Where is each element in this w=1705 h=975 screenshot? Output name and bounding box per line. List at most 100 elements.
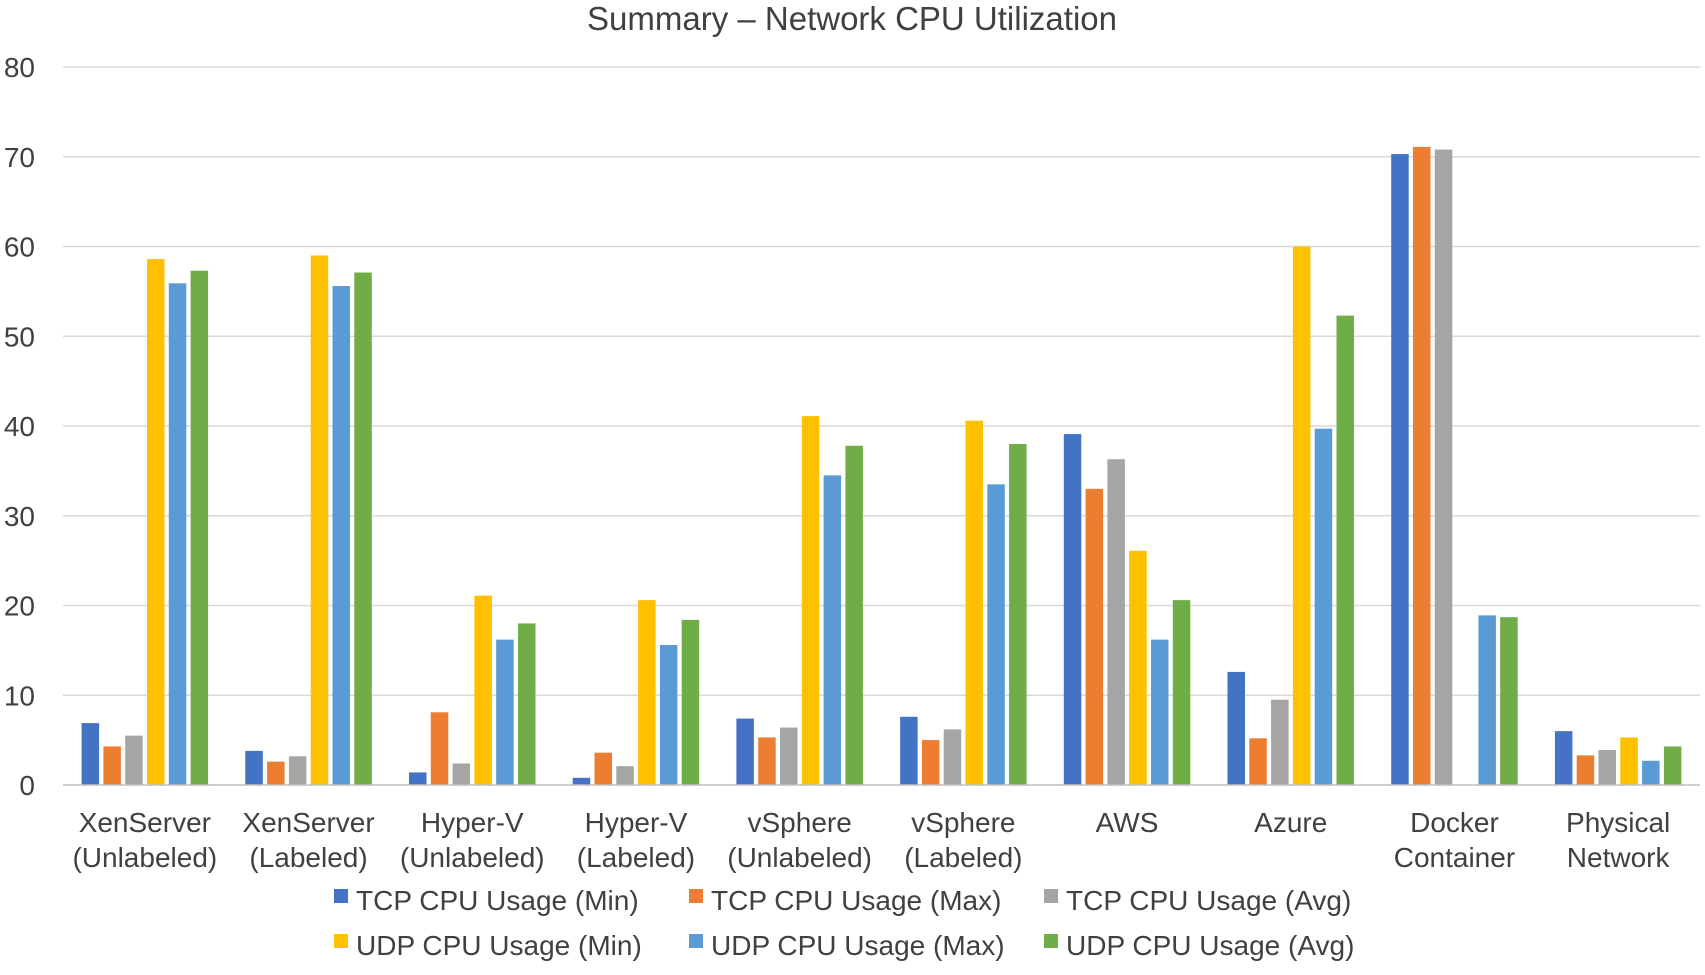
bar	[845, 445, 863, 785]
bar	[965, 420, 983, 785]
bar	[758, 737, 776, 785]
bar	[267, 761, 285, 785]
bar	[81, 723, 100, 785]
y-tick-label: 50	[4, 321, 35, 352]
legend-swatch	[334, 934, 348, 948]
bar	[659, 644, 678, 785]
x-category-label: XenServer	[79, 807, 211, 838]
x-category-label: XenServer	[242, 807, 374, 838]
y-tick-label: 60	[4, 232, 35, 263]
legend-label: UDP CPU Usage (Avg)	[1066, 930, 1354, 961]
x-category-label: (Unlabeled)	[400, 842, 545, 873]
bar	[1227, 671, 1245, 785]
x-category-label: AWS	[1096, 807, 1159, 838]
bar	[1129, 550, 1147, 785]
legend-label: TCP CPU Usage (Avg)	[1066, 885, 1351, 916]
bar	[354, 272, 372, 785]
bar	[1151, 639, 1169, 785]
y-tick-label: 70	[4, 142, 35, 173]
bars	[81, 146, 1682, 786]
bar	[1500, 617, 1518, 785]
bar	[190, 270, 209, 786]
bar	[616, 766, 634, 785]
legend-swatch	[689, 934, 703, 948]
bar	[681, 619, 700, 785]
bar	[1554, 731, 1573, 785]
chart-title: Summary – Network CPU Utilization	[587, 0, 1117, 37]
bar	[245, 750, 263, 785]
category-labels: XenServer (Unlabeled) XenServer (Labeled) Hy…	[72, 807, 1670, 873]
bar	[1085, 488, 1104, 785]
bar	[1292, 246, 1311, 785]
x-category-label: Network	[1567, 842, 1671, 873]
x-category-label: vSphere	[748, 807, 852, 838]
y-tick-label: 20	[4, 591, 35, 622]
legend-swatch	[1044, 889, 1058, 903]
bar	[1063, 434, 1082, 785]
x-category-label: (Unlabeled)	[727, 842, 872, 873]
bar	[900, 716, 918, 785]
bar	[638, 600, 656, 785]
bar	[1620, 737, 1638, 785]
bar	[987, 484, 1005, 785]
bar	[1576, 755, 1595, 785]
bar	[474, 595, 492, 785]
bar	[1478, 615, 1496, 785]
y-tick-label: 40	[4, 411, 35, 442]
bar	[518, 623, 536, 785]
bar	[736, 718, 754, 785]
bar	[125, 735, 143, 785]
bar	[1009, 443, 1027, 785]
x-category-label: (Labeled)	[577, 842, 695, 873]
bar	[572, 777, 591, 785]
legend-item: UDP CPU Usage (Max)	[689, 930, 1005, 961]
bar	[1271, 699, 1289, 785]
y-tick-label: 10	[4, 680, 35, 711]
legend-swatch	[334, 889, 348, 903]
bar	[1391, 154, 1409, 785]
bar	[594, 752, 612, 785]
y-tick-label: 0	[19, 770, 35, 801]
x-category-label: Hyper-V	[585, 807, 688, 838]
x-category-label: (Labeled)	[904, 842, 1022, 873]
y-axis-ticks: 0 10 20 30 40 50 60 70 80	[4, 52, 35, 801]
legend-item: UDP CPU Usage (Avg)	[1044, 930, 1354, 961]
bar	[823, 475, 842, 785]
bar	[332, 285, 350, 785]
legend-label: TCP CPU Usage (Min)	[356, 885, 639, 916]
bar	[1642, 760, 1660, 785]
legend-swatch	[1044, 934, 1058, 948]
legend-label: UDP CPU Usage (Min)	[356, 930, 642, 961]
x-category-label: Container	[1394, 842, 1515, 873]
gridlines	[63, 66, 1700, 696]
bar	[452, 763, 471, 785]
bar	[1107, 459, 1125, 785]
legend-item: UDP CPU Usage (Min)	[334, 930, 642, 961]
x-category-label: Physical	[1566, 807, 1670, 838]
bar	[1413, 146, 1431, 785]
x-category-label: (Labeled)	[249, 842, 367, 873]
bar	[496, 639, 514, 785]
x-category-label: Hyper-V	[421, 807, 524, 838]
x-category-label: (Unlabeled)	[72, 842, 217, 873]
legend: TCP CPU Usage (Min) TCP CPU Usage (Max) TC…	[334, 885, 1354, 961]
bar	[147, 259, 165, 785]
y-tick-label: 30	[4, 501, 35, 532]
bar	[409, 772, 427, 785]
legend-item: TCP CPU Usage (Max)	[689, 885, 1001, 916]
legend-item: TCP CPU Usage (Min)	[334, 885, 639, 916]
bar	[1336, 315, 1354, 785]
bar	[943, 729, 962, 785]
y-tick-label: 80	[4, 52, 35, 83]
legend-label: TCP CPU Usage (Max)	[711, 885, 1001, 916]
bar	[780, 727, 798, 785]
bar	[1249, 738, 1267, 785]
bar	[288, 756, 307, 785]
x-category-label: vSphere	[911, 807, 1015, 838]
bar	[1314, 428, 1333, 785]
bar	[103, 746, 121, 785]
x-category-label: Azure	[1254, 807, 1327, 838]
bar	[430, 712, 449, 785]
legend-swatch	[689, 889, 703, 903]
